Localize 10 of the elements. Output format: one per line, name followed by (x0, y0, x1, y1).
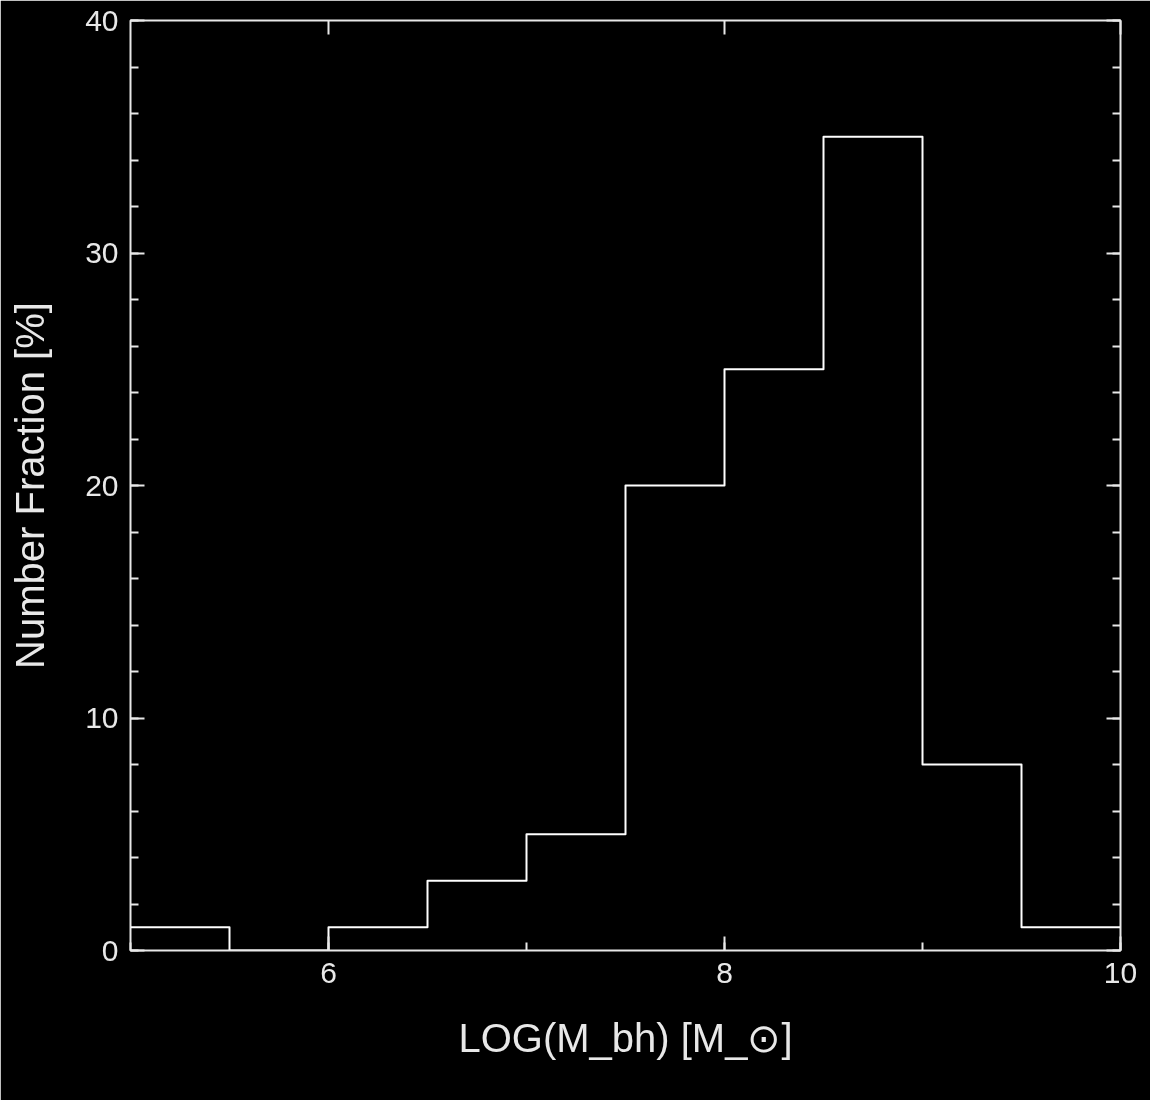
y-tick-label: 10 (85, 701, 119, 734)
y-axis-title: Number Fraction [%] (8, 302, 53, 669)
y-tick-label: 30 (85, 236, 119, 269)
x-tick-label: 6 (320, 955, 337, 989)
x-axis-title: LOG(M_bh) [M_⊙] (458, 1015, 793, 1060)
x-tick-label: 10 (1103, 955, 1138, 989)
y-tick-label: 40 (85, 3, 119, 37)
x-tick-label: 8 (716, 955, 733, 989)
y-tick-label: 0 (101, 933, 119, 967)
y-tick-label: 20 (85, 468, 119, 502)
